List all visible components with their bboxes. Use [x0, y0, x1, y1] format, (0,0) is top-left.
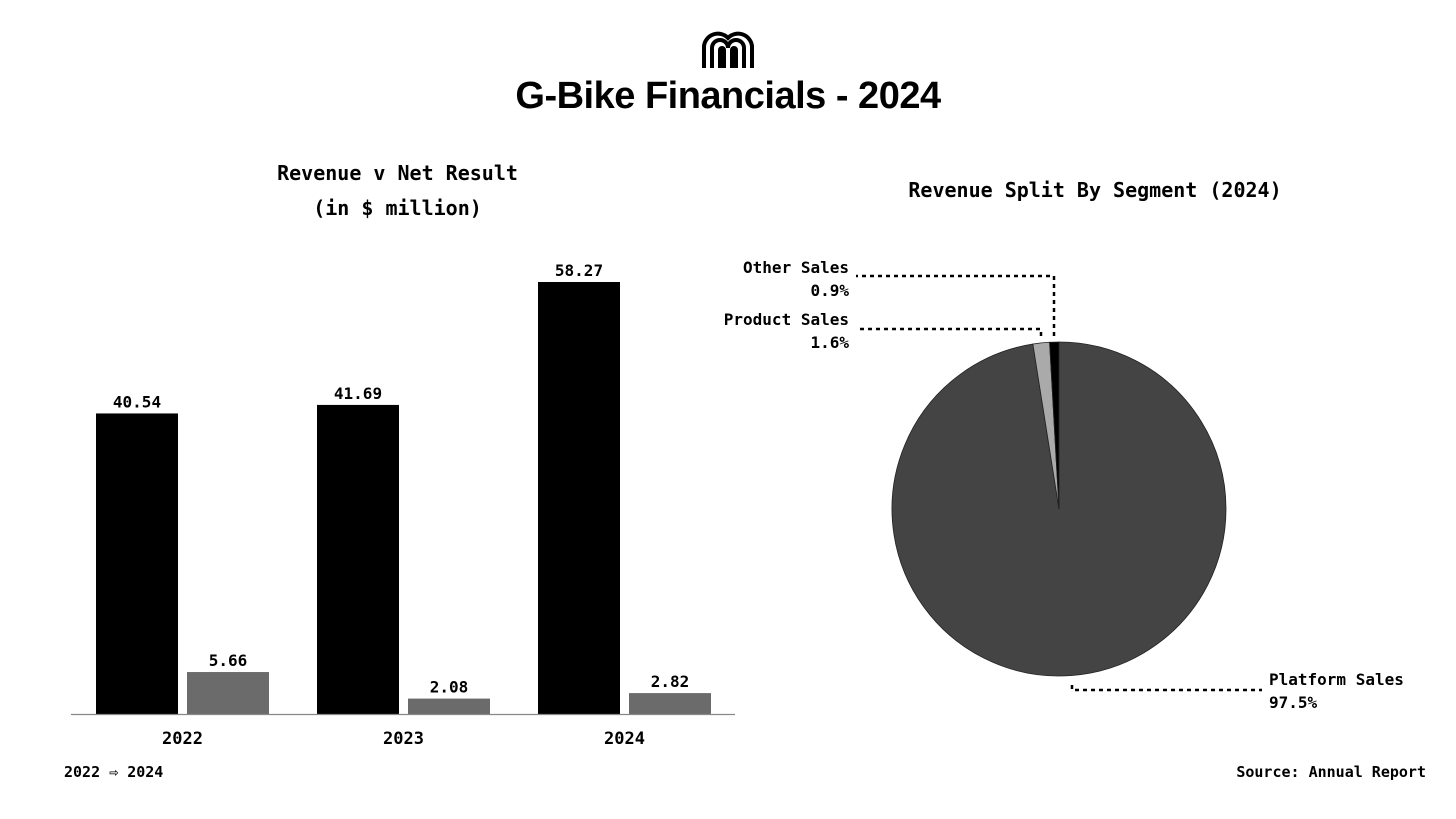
bar-value-label: 41.69 [334, 384, 382, 403]
pie-label: Platform Sales [1269, 670, 1404, 689]
pie-pct-label: 1.6% [810, 333, 849, 352]
bar-value-label: 58.27 [555, 261, 603, 280]
bar-value-label: 5.66 [209, 651, 248, 670]
bar-chart: 40.54 41.69 58.27 5.66 2.08 2.82 2022 2023 2024 [71, 261, 735, 749]
bar-value-label: 2.82 [651, 672, 690, 691]
pie-chart-title: Revenue Split By Segment (2024) [908, 178, 1282, 202]
period-note: 2022 ⇨ 2024 [64, 763, 164, 781]
bar-2022-s0 [96, 413, 178, 714]
source-note: Source: Annual Report [1236, 763, 1426, 781]
pie-pct-label: 0.9% [810, 281, 849, 300]
leader-line-platform [1070, 685, 1262, 692]
leader-line-product [856, 327, 1043, 336]
leader-line-other [856, 274, 1056, 336]
bar-value-label: 40.54 [113, 392, 161, 411]
bar-chart-title: Revenue v Net Result [277, 161, 518, 185]
bar-value-label: 2.08 [430, 678, 469, 697]
bar-2024-s1 [629, 693, 711, 714]
arches-logo-icon [702, 31, 754, 68]
x-tick-label: 2024 [604, 729, 645, 749]
pie-label: Other Sales [743, 258, 849, 277]
pie-slice-other-sales [1049, 341, 1060, 510]
bar-2022-s1 [187, 672, 269, 714]
pie-label: Product Sales [724, 310, 849, 329]
page-title: G-Bike Financials - 2024 [515, 75, 941, 117]
bar-2023-s1 [408, 698, 490, 714]
bar-2024-s0 [538, 282, 620, 714]
bar-chart-subtitle: (in $ million) [313, 196, 482, 220]
x-tick-label: 2022 [162, 729, 203, 749]
x-tick-label: 2023 [383, 729, 424, 749]
pie-pct-label: 97.5% [1269, 693, 1318, 712]
bar-2023-s0 [317, 404, 399, 714]
